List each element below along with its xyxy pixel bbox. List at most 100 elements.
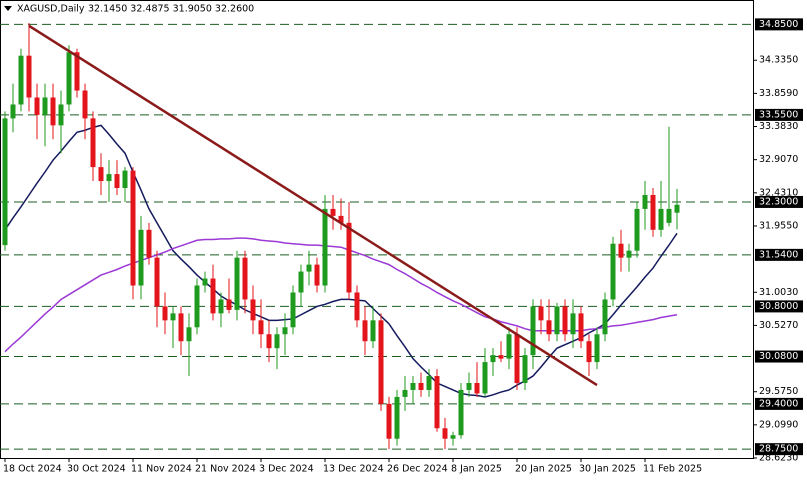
candle-body xyxy=(82,90,88,119)
candle-body xyxy=(218,299,224,314)
candle-body xyxy=(674,204,680,213)
trendline xyxy=(28,24,598,387)
candle-body xyxy=(506,334,512,359)
candle-body xyxy=(298,271,304,293)
candle-body xyxy=(138,229,144,286)
y-tick-label: 33.8590 xyxy=(759,88,798,99)
candle-body xyxy=(106,174,112,182)
candle-body xyxy=(522,355,528,384)
candle-body xyxy=(130,170,136,286)
x-tick-label: 21 Nov 2024 xyxy=(195,464,256,475)
candle-body xyxy=(426,376,432,390)
candle-body xyxy=(258,320,264,335)
candle-body xyxy=(290,292,296,328)
candle-body xyxy=(498,355,504,359)
candle-body xyxy=(578,313,584,342)
candle-body xyxy=(162,306,168,321)
y-tick-label: 33.3830 xyxy=(759,121,798,132)
candle-body xyxy=(618,243,624,258)
level-label: 32.3000 xyxy=(759,196,798,207)
x-tick-label: 11 Nov 2024 xyxy=(131,464,192,475)
candle-body xyxy=(154,257,160,307)
candle-body xyxy=(90,118,96,168)
candle-body xyxy=(538,306,544,321)
y-tick-label: 28.6230 xyxy=(759,453,798,464)
y-tick-label: 29.0990 xyxy=(759,419,798,430)
candle-body xyxy=(482,362,488,394)
candle-body xyxy=(58,104,64,126)
candle-body xyxy=(410,383,416,390)
x-tick-label: 13 Dec 2024 xyxy=(323,464,384,475)
candle-body xyxy=(594,334,600,363)
candle-body xyxy=(338,215,344,223)
y-tick-label: 34.3350 xyxy=(759,55,798,66)
y-tick-label: 30.5270 xyxy=(759,320,798,331)
level-label: 31.5400 xyxy=(759,249,798,260)
level-label: 30.8000 xyxy=(759,301,798,312)
level-label-bg xyxy=(755,397,803,410)
candle-body xyxy=(34,97,40,115)
symbol-icon xyxy=(4,6,12,11)
candle-body xyxy=(210,278,216,314)
candle-body xyxy=(186,327,192,342)
plot-frame xyxy=(0,0,754,459)
level-label-bg xyxy=(755,195,803,208)
candle-body xyxy=(282,327,288,335)
candle-body xyxy=(650,194,656,230)
candle-body xyxy=(554,306,560,335)
moving-average xyxy=(4,124,678,398)
level-label: 30.0800 xyxy=(759,351,798,362)
candle-body xyxy=(306,264,312,272)
level-label: 34.8500 xyxy=(759,19,798,30)
candle-body xyxy=(74,52,80,91)
x-tick-label: 8 Jan 2025 xyxy=(451,464,502,475)
candle-body xyxy=(386,403,392,439)
candle-body xyxy=(658,208,664,230)
candle-body xyxy=(570,313,576,335)
chart-title: XAGUSD,Daily xyxy=(17,4,85,15)
candle-body xyxy=(146,229,152,258)
y-tick-label: 31.0030 xyxy=(759,287,798,298)
level-label: 28.7500 xyxy=(759,444,798,455)
y-tick-label: 32.4310 xyxy=(759,187,798,198)
quote: 32.1450 32.4875 31.9050 32.2600 xyxy=(88,4,254,15)
candle-body xyxy=(50,97,56,126)
candle-body xyxy=(466,383,472,390)
candle-body xyxy=(42,97,48,115)
candle-body xyxy=(562,306,568,335)
candle-body xyxy=(610,243,616,300)
candle-body xyxy=(178,313,184,342)
x-tick-label: 30 Jan 2025 xyxy=(579,464,636,475)
candle-body xyxy=(370,320,376,342)
candle-body xyxy=(418,383,424,390)
x-tick-label: 20 Jan 2025 xyxy=(515,464,572,475)
candle-body xyxy=(234,257,240,310)
level-label: 33.5500 xyxy=(759,109,798,120)
x-tick-label: 3 Dec 2024 xyxy=(259,464,314,475)
candle-body xyxy=(66,52,72,105)
level-label: 29.4000 xyxy=(759,398,798,409)
candle-body xyxy=(442,428,448,439)
candle-body xyxy=(98,167,104,182)
candle-body xyxy=(250,299,256,321)
level-label-bg xyxy=(755,300,803,313)
x-tick-label: 18 Oct 2024 xyxy=(3,464,62,475)
level-label-bg xyxy=(755,108,803,121)
candle-body xyxy=(122,170,128,189)
y-tick-label: 29.5750 xyxy=(759,386,798,397)
candle-body xyxy=(330,208,336,216)
candle-body xyxy=(546,320,552,335)
candle-body xyxy=(10,104,16,119)
candle-body xyxy=(362,320,368,342)
level-label-bg xyxy=(755,248,803,261)
candle-body xyxy=(2,118,8,246)
y-tick-label: 31.9550 xyxy=(759,220,798,231)
candle-body xyxy=(434,376,440,429)
candle-body xyxy=(346,222,352,293)
candle-body xyxy=(378,320,384,404)
candle-body xyxy=(490,355,496,363)
candle-body xyxy=(666,208,672,223)
candle-body xyxy=(314,264,320,286)
